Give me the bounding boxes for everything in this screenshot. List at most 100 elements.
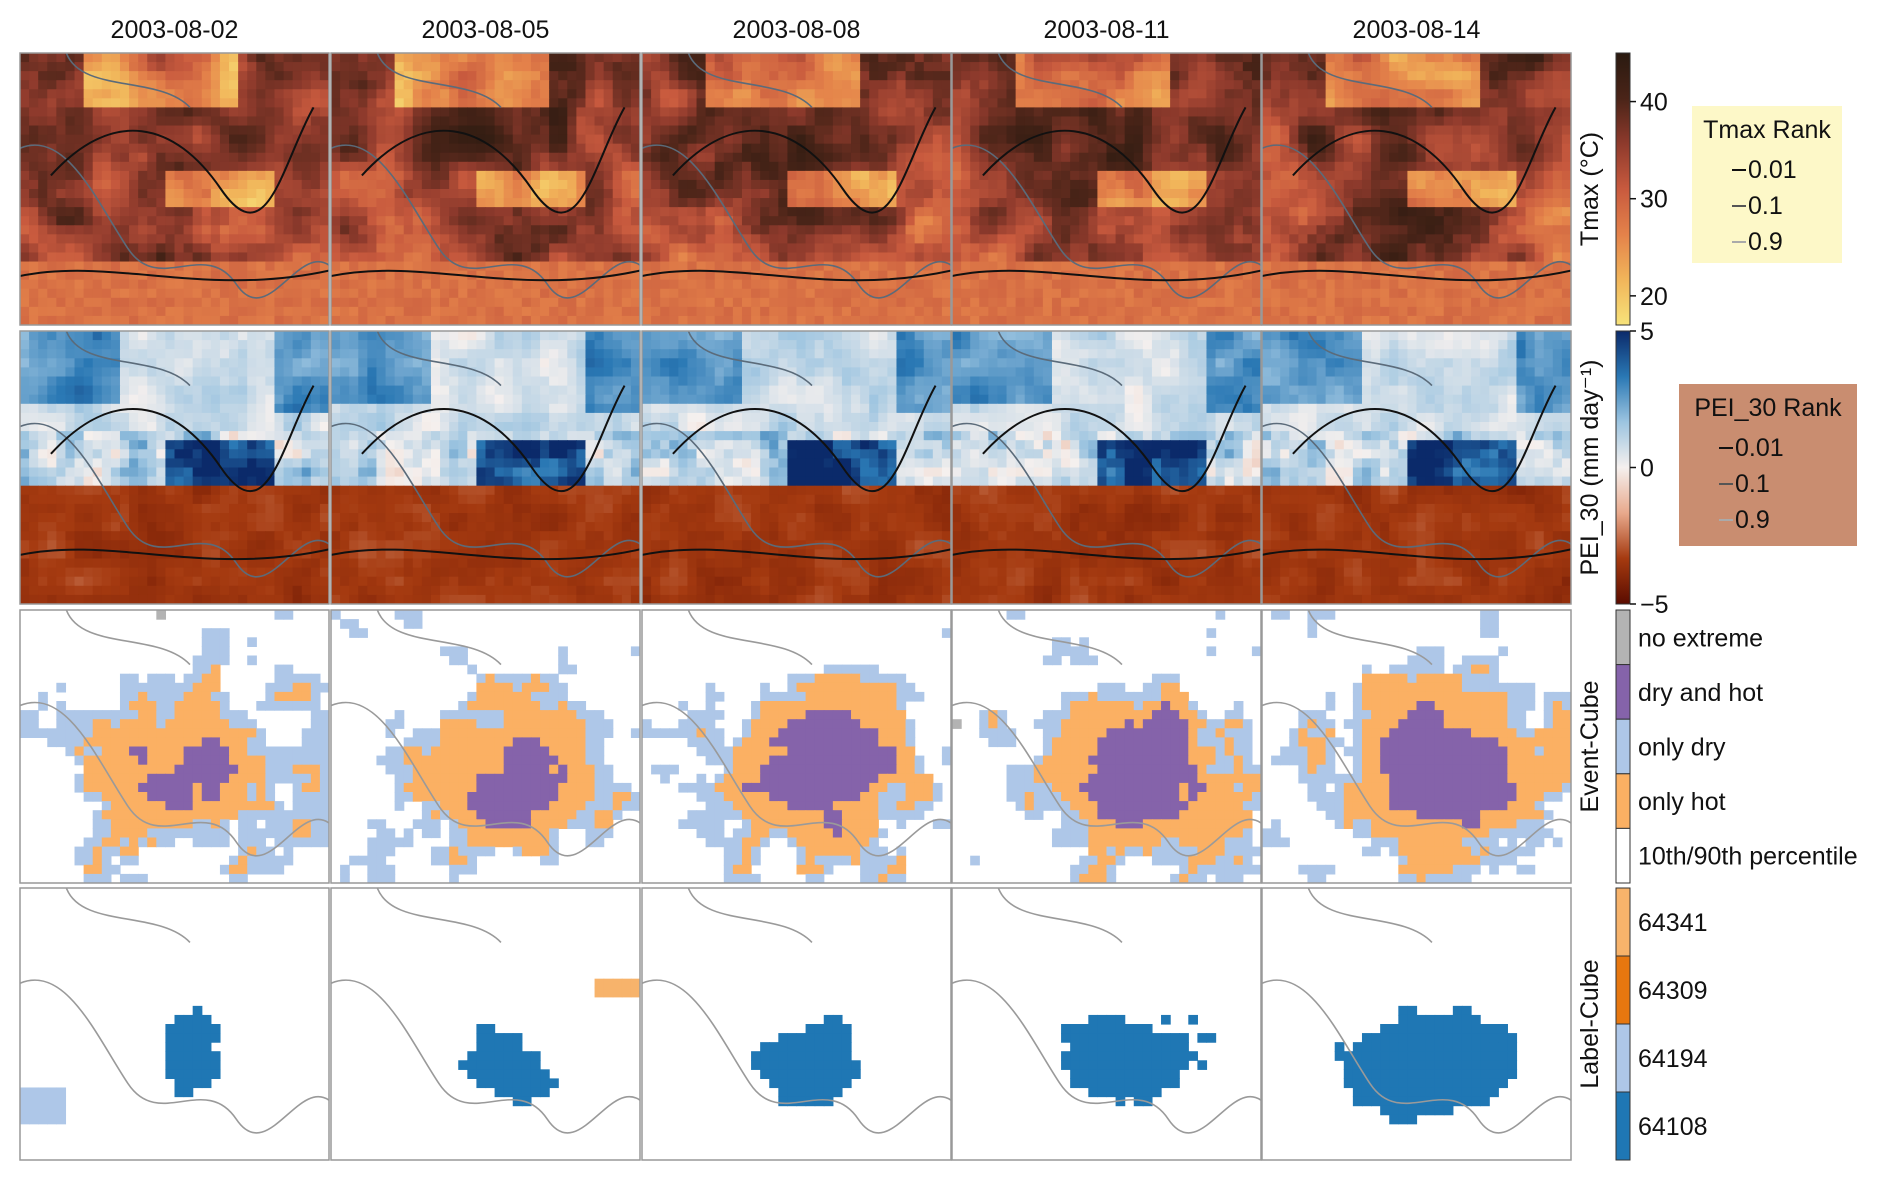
grid-cell (467, 234, 478, 244)
grid-cell (129, 189, 139, 199)
grid-cell (138, 143, 148, 154)
grid-cell (229, 216, 239, 226)
grid-cell (805, 134, 816, 145)
grid-cell (1061, 234, 1071, 244)
grid-cell (56, 234, 67, 244)
grid-cell (210, 234, 221, 244)
grid-cell (1142, 107, 1153, 118)
grid-cell (669, 152, 679, 163)
grid-cell (1242, 270, 1253, 281)
grid-cell (1325, 134, 1336, 145)
grid-cell (642, 216, 652, 226)
grid-cell (412, 288, 423, 299)
grid-cell (1161, 315, 1171, 325)
grid-cell (319, 297, 329, 308)
grid-cell (714, 315, 725, 325)
grid-cell (101, 80, 112, 90)
grid-cell (292, 143, 303, 154)
grid-cell (1088, 243, 1099, 254)
grid-cell (723, 71, 734, 81)
grid-cell (129, 297, 139, 308)
grid-cell (594, 152, 605, 163)
grid-cell (292, 116, 303, 127)
grid-cell (147, 198, 157, 208)
grid-cell (778, 261, 789, 272)
grid-cell (1197, 234, 1208, 244)
grid-cell (283, 270, 294, 281)
grid-cell (29, 207, 39, 217)
grid-cell (83, 71, 94, 81)
grid-cell (503, 116, 514, 127)
grid-cell (476, 170, 487, 181)
grid-cell (705, 306, 716, 317)
grid-cell (1161, 306, 1171, 317)
grid-cell (896, 179, 907, 190)
grid-cell (38, 198, 48, 208)
grid-cell (905, 80, 916, 90)
grid-cell (349, 71, 359, 81)
grid-cell (331, 297, 341, 308)
grid-cell (1307, 89, 1318, 99)
grid-cell (1480, 53, 1490, 63)
grid-cell (1316, 71, 1327, 81)
grid-cell (1516, 225, 1527, 235)
grid-cell (56, 71, 67, 81)
grid-cell (292, 71, 303, 81)
grid-cell (961, 234, 971, 244)
grid-cell (814, 279, 825, 290)
grid-cell (988, 207, 999, 217)
grid-cell (1480, 279, 1490, 290)
grid-cell (1316, 89, 1327, 99)
grid-cell (521, 288, 532, 299)
grid-cell (1561, 53, 1571, 63)
grid-cell (1561, 198, 1571, 208)
grid-cell (74, 152, 85, 163)
grid-cell (503, 62, 514, 72)
grid-cell (1015, 125, 1026, 136)
grid-cell (530, 53, 541, 63)
grid-cell (905, 62, 916, 72)
grid-cell (310, 243, 321, 254)
grid-cell (265, 207, 276, 217)
grid-cell (1543, 53, 1554, 63)
grid-cell (678, 198, 689, 208)
grid-cell (1142, 216, 1153, 226)
grid-cell (292, 125, 303, 136)
grid-cell (540, 234, 550, 244)
grid-cell (138, 243, 148, 254)
grid-cell (1142, 288, 1153, 299)
grid-cell (174, 134, 185, 145)
grid-cell (769, 234, 779, 244)
grid-cell (612, 207, 623, 217)
grid-cell (923, 189, 934, 199)
grid-cell (530, 62, 541, 72)
grid-cell (1233, 261, 1244, 272)
grid-cell (521, 80, 532, 90)
grid-cell (38, 125, 48, 136)
grid-cell (1097, 270, 1108, 281)
grid-cell (741, 234, 752, 244)
grid-cell (941, 143, 951, 154)
grid-cell (1407, 80, 1418, 90)
grid-cell (860, 198, 870, 208)
grid-cell (256, 225, 266, 235)
grid-cell (1015, 288, 1026, 299)
grid-cell (1516, 161, 1527, 172)
grid-cell (1361, 143, 1372, 154)
grid-cell (567, 252, 577, 263)
grid-cell (887, 170, 898, 181)
grid-cell (1215, 98, 1226, 108)
grid-cell (1061, 252, 1071, 263)
grid-cell (476, 107, 487, 118)
grid-cell (274, 62, 285, 72)
grid-cell (476, 252, 487, 263)
grid-cell (705, 216, 716, 226)
grid-cell (558, 189, 568, 199)
grid-cell (440, 198, 450, 208)
grid-cell (723, 134, 734, 145)
grid-cell (38, 107, 48, 118)
grid-cell (1334, 279, 1345, 290)
grid-cell (705, 234, 716, 244)
grid-cell (1097, 189, 1108, 199)
grid-cell (301, 80, 312, 90)
